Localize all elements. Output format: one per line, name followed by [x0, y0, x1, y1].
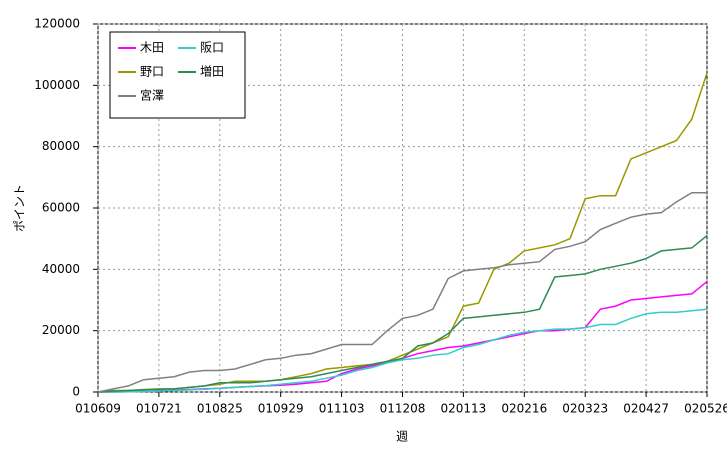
series-line [98, 308, 708, 393]
legend-label: 増田 [200, 65, 224, 79]
x-tick-label: 020427 [623, 402, 669, 416]
y-tick-label: 120000 [34, 17, 80, 31]
x-tick-label: 010825 [197, 402, 243, 416]
y-tick-label: 0 [72, 385, 80, 399]
x-tick-label: 020323 [562, 402, 608, 416]
y-tick-label: 80000 [42, 139, 80, 153]
legend-label: 木田 [140, 41, 164, 55]
x-tick-label: 011208 [380, 402, 426, 416]
x-tick-label: 011103 [319, 402, 365, 416]
y-tick-label: 60000 [42, 201, 80, 215]
y-tick-label: 100000 [34, 78, 80, 92]
legend-label: 阪口 [200, 41, 224, 55]
y-axis-label: ポイント [13, 184, 27, 232]
y-tick-label: 40000 [42, 262, 80, 276]
x-tick-label: 020216 [501, 402, 547, 416]
legend-box [109, 31, 246, 119]
x-tick-label: 020113 [440, 402, 486, 416]
x-tick-label: 010721 [136, 402, 182, 416]
legend-label: 宮澤 [140, 88, 164, 103]
series-line [97, 235, 708, 393]
x-tick-label: 010929 [258, 402, 304, 416]
y-tick-label: 20000 [42, 323, 80, 337]
series-line [97, 191, 707, 393]
x-tick-label: 010609 [75, 402, 121, 416]
legend-label: 野口 [140, 65, 164, 79]
x-tick-label: 020526 [684, 402, 727, 416]
x-axis-label: 週 [396, 430, 408, 444]
